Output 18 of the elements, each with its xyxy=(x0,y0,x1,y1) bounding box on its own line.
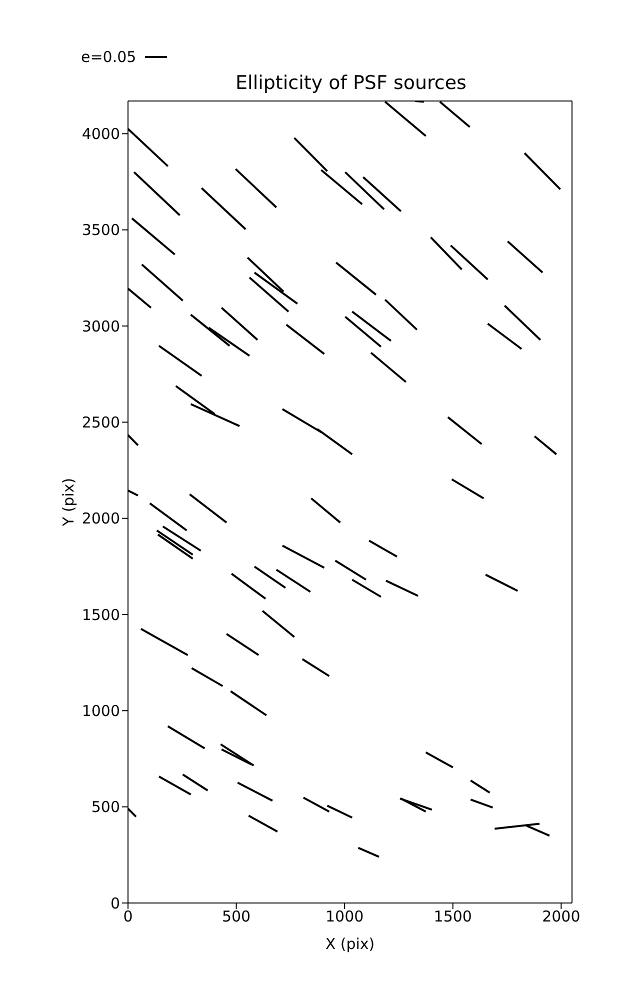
x-tick-label: 1000 xyxy=(325,908,364,926)
y-tick-label: 0 xyxy=(110,894,120,912)
y-tick-label: 1000 xyxy=(82,702,120,720)
y-tick-label: 2500 xyxy=(82,414,120,432)
y-tick-label: 1500 xyxy=(82,606,120,624)
y-tick-label: 4000 xyxy=(82,125,120,144)
x-tick-label: 0 xyxy=(123,908,133,926)
y-tick-label: 2000 xyxy=(82,510,120,528)
text: e=0.05 xyxy=(81,48,136,66)
x-tick-label: 500 xyxy=(222,908,251,926)
x-tick-label: 1500 xyxy=(434,908,472,926)
y-axis-title: Y (pix) xyxy=(59,478,78,528)
chart-title: Ellipticity of PSF sources xyxy=(234,72,468,94)
y-tick-label: 3500 xyxy=(82,221,120,240)
x-tick-label: 2000 xyxy=(542,908,580,926)
x-axis-title: X (pix) xyxy=(325,935,375,953)
y-tick-label: 3000 xyxy=(82,317,120,336)
y-tick-label: 500 xyxy=(91,798,120,816)
